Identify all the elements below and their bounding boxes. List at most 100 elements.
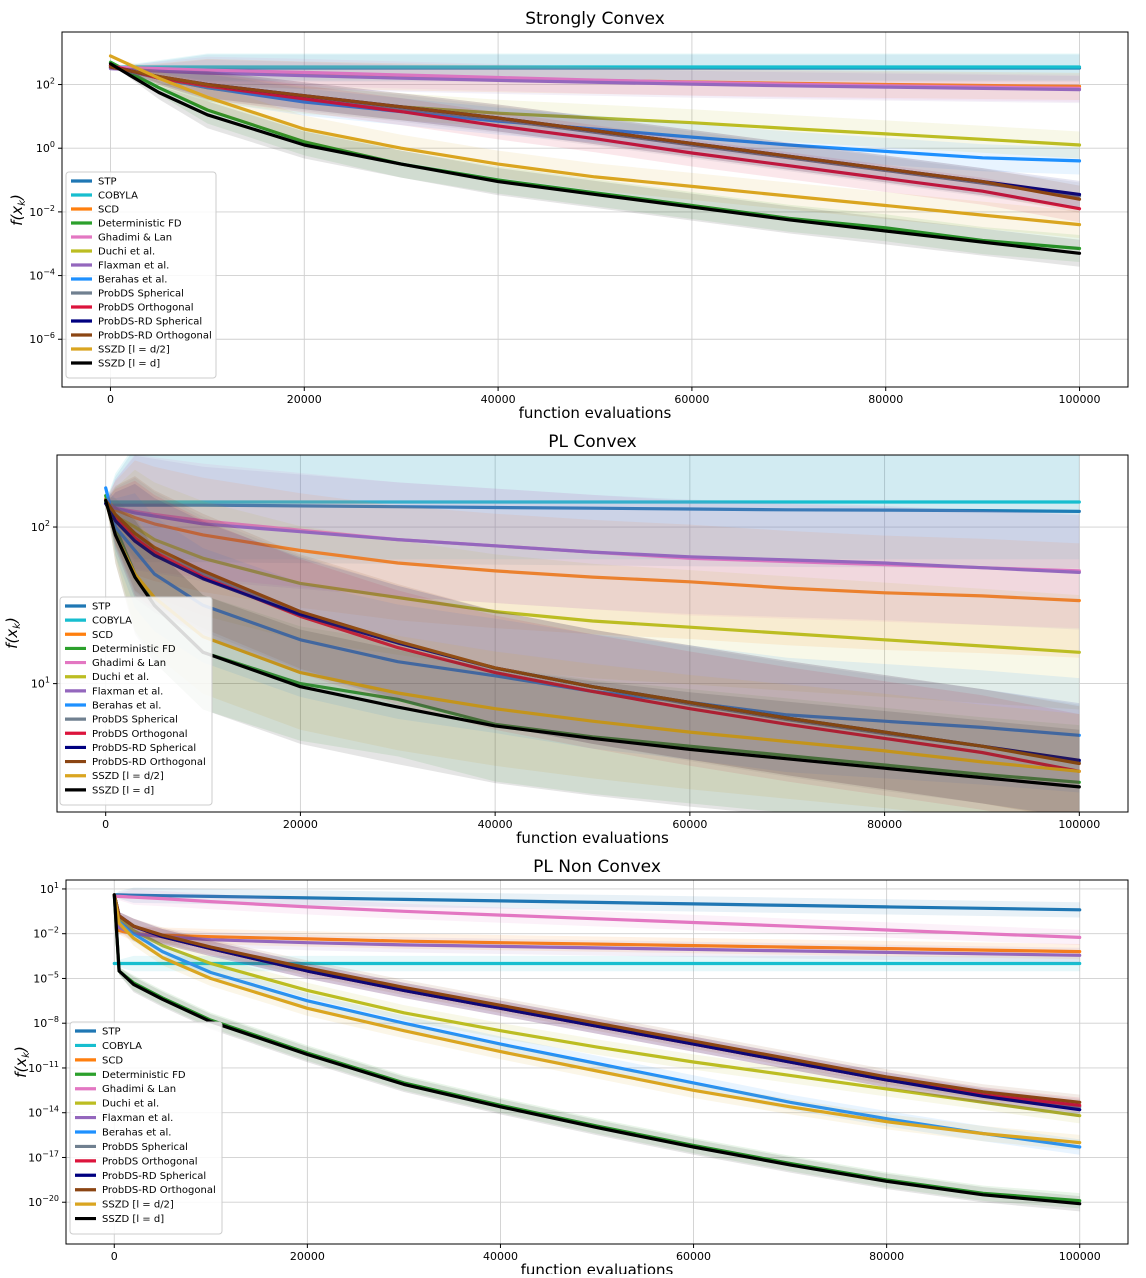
legend-label-sszd-l-d: SSZD [l = d] bbox=[92, 785, 154, 796]
x-tick-label: 20000 bbox=[290, 1250, 325, 1263]
line-flaxman-et-al bbox=[112, 893, 1082, 957]
line-probds-rd-orthogonal bbox=[112, 893, 1082, 1104]
x-axis-label: function evaluations bbox=[516, 829, 669, 847]
x-tick-label: 80000 bbox=[867, 818, 902, 831]
legend-label-deterministic-fd: Deterministic FD bbox=[92, 644, 176, 655]
x-tick-label: 20000 bbox=[287, 393, 322, 406]
legend-box bbox=[69, 1021, 223, 1235]
legend-label-sszd-l-d-2: SSZD [l = d/2] bbox=[98, 345, 170, 356]
x-tick-label: 20000 bbox=[283, 818, 318, 831]
line-stp bbox=[104, 500, 1081, 513]
y-tick-label: 10−17 bbox=[28, 1149, 59, 1164]
x-tick-label: 60000 bbox=[674, 393, 709, 406]
legend-label-probds-spherical: ProbDS Spherical bbox=[92, 715, 178, 726]
legend-label-probds-rd-spherical: ProbDS-RD Spherical bbox=[92, 743, 196, 754]
line-stp bbox=[112, 893, 1082, 912]
legend-label-probds-rd-orthogonal: ProbDS-RD Orthogonal bbox=[92, 757, 206, 768]
legend-label-duchi-et-al: Duchi et al. bbox=[98, 247, 155, 258]
y-axis-label: f(xk) bbox=[8, 194, 28, 226]
band-probds-orthogonal bbox=[105, 480, 1080, 812]
line-probds-orthogonal bbox=[104, 498, 1081, 773]
legend-label-probds-rd-spherical: ProbDS-RD Spherical bbox=[102, 1171, 206, 1182]
legend-label-cobyla: COBYLA bbox=[92, 616, 132, 627]
y-tick-label: 10−5 bbox=[33, 970, 59, 985]
chart-title: Strongly Convex bbox=[525, 9, 665, 29]
line-sszd-l-d-2 bbox=[112, 893, 1082, 1145]
legend: STP COBYLA SCD Deterministic FD Ghadimi & La… bbox=[69, 1021, 223, 1235]
x-tick-label: 0 bbox=[111, 1250, 118, 1263]
line-sszd-l-d bbox=[104, 498, 1081, 789]
legend-label-scd: SCD bbox=[92, 630, 113, 641]
line-sszd-l-d bbox=[108, 62, 1082, 255]
band-flaxman-et-al bbox=[114, 894, 1080, 963]
band-cobyla bbox=[105, 455, 1080, 560]
y-tick-label: 10−11 bbox=[28, 1060, 59, 1075]
legend-label-ghadimi-lan: Ghadimi & Lan bbox=[92, 658, 166, 669]
x-tick-label: 80000 bbox=[869, 1250, 904, 1263]
plot-area bbox=[57, 455, 1128, 812]
chart-title: PL Convex bbox=[548, 432, 636, 452]
x-tick-label: 80000 bbox=[868, 393, 903, 406]
legend-label-flaxman-et-al: Flaxman et al. bbox=[92, 686, 163, 697]
legend-label-probds-orthogonal: ProbDS Orthogonal bbox=[92, 729, 188, 740]
band-sszd-l-d-2 bbox=[110, 55, 1080, 239]
y-axis-label: f(xk) bbox=[3, 617, 23, 649]
x-tick-label: 60000 bbox=[672, 818, 707, 831]
line-scd bbox=[104, 497, 1081, 603]
line-sszd-l-d bbox=[112, 893, 1082, 1206]
y-tick-label: 10−20 bbox=[28, 1194, 59, 1209]
legend-label-probds-orthogonal: ProbDS Orthogonal bbox=[98, 303, 194, 314]
panel-pl-non-convex: 0 20000 40000 60000 80000 100000 101 10−2 10−5 10… bbox=[12, 857, 1129, 1278]
x-tick-label: 40000 bbox=[478, 818, 513, 831]
band-deterministic-fd bbox=[110, 62, 1080, 263]
band-probds-rd-orthogonal bbox=[105, 476, 1080, 812]
line-sszd-l-d-2 bbox=[108, 54, 1082, 227]
series-group bbox=[104, 455, 1081, 812]
y-tick-label: 10−8 bbox=[33, 1015, 59, 1030]
y-tick-label: 100 bbox=[36, 140, 55, 155]
legend-label-stp: STP bbox=[92, 602, 111, 613]
legend-label-cobyla: COBYLA bbox=[102, 1041, 142, 1052]
legend-label-stp: STP bbox=[98, 177, 117, 188]
legend-label-duchi-et-al: Duchi et al. bbox=[92, 672, 149, 683]
legend-label-probds-rd-spherical: ProbDS-RD Spherical bbox=[98, 317, 202, 328]
band-probds-spherical bbox=[105, 477, 1080, 812]
x-tick-label: 60000 bbox=[676, 1250, 711, 1263]
panel-pl-convex: 0 20000 40000 60000 80000 100000 102 101 PL Conv… bbox=[3, 432, 1129, 847]
axes-frame bbox=[61, 31, 1129, 388]
y-tick-label: 10−2 bbox=[29, 204, 55, 219]
line-probds-rd-orthogonal bbox=[104, 498, 1081, 766]
band-probds-rd-orthogonal bbox=[110, 67, 1080, 213]
series-group bbox=[108, 53, 1082, 267]
x-tick-label: 100000 bbox=[1059, 393, 1101, 406]
band-duchi-et-al bbox=[110, 65, 1080, 159]
line-berahas-et-al bbox=[112, 893, 1082, 1149]
legend-label-ghadimi-lan: Ghadimi & Lan bbox=[102, 1084, 176, 1095]
band-scd bbox=[105, 460, 1080, 658]
band-sszd-l-d bbox=[110, 63, 1080, 267]
chart-title: PL Non Convex bbox=[533, 857, 661, 877]
legend-label-probds-rd-orthogonal: ProbDS-RD Orthogonal bbox=[98, 331, 212, 342]
legend-label-scd: SCD bbox=[102, 1055, 123, 1066]
line-flaxman-et-al bbox=[104, 501, 1081, 574]
line-probds-rd-orthogonal bbox=[108, 65, 1082, 201]
band-berahas-et-al bbox=[105, 487, 1080, 793]
panel-strongly-convex: 0 20000 40000 60000 80000 100000 102 100 10−2 10−… bbox=[8, 9, 1129, 422]
legend-label-scd: SCD bbox=[98, 205, 119, 216]
band-duchi-et-al bbox=[105, 469, 1080, 710]
x-tick-label: 100000 bbox=[1058, 818, 1100, 831]
y-axis-label: f(xk) bbox=[12, 1046, 32, 1078]
axes-frame bbox=[65, 879, 1129, 1245]
series-group bbox=[112, 887, 1082, 1212]
legend-label-cobyla: COBYLA bbox=[98, 191, 138, 202]
band-berahas-et-al bbox=[114, 894, 1080, 1155]
line-flaxman-et-al bbox=[108, 67, 1082, 92]
legend-label-sszd-l-d: SSZD [l = d] bbox=[98, 359, 160, 370]
line-berahas-et-al bbox=[104, 486, 1081, 737]
legend: STP COBYLA SCD Deterministic FD Ghadimi & La… bbox=[59, 596, 213, 806]
legend-label-probds-rd-orthogonal: ProbDS-RD Orthogonal bbox=[102, 1185, 216, 1196]
legend-label-berahas-et-al: Berahas et al. bbox=[98, 275, 167, 286]
x-tick-label: 40000 bbox=[481, 393, 516, 406]
x-tick-label: 0 bbox=[107, 393, 114, 406]
legend-label-deterministic-fd: Deterministic FD bbox=[98, 219, 182, 230]
